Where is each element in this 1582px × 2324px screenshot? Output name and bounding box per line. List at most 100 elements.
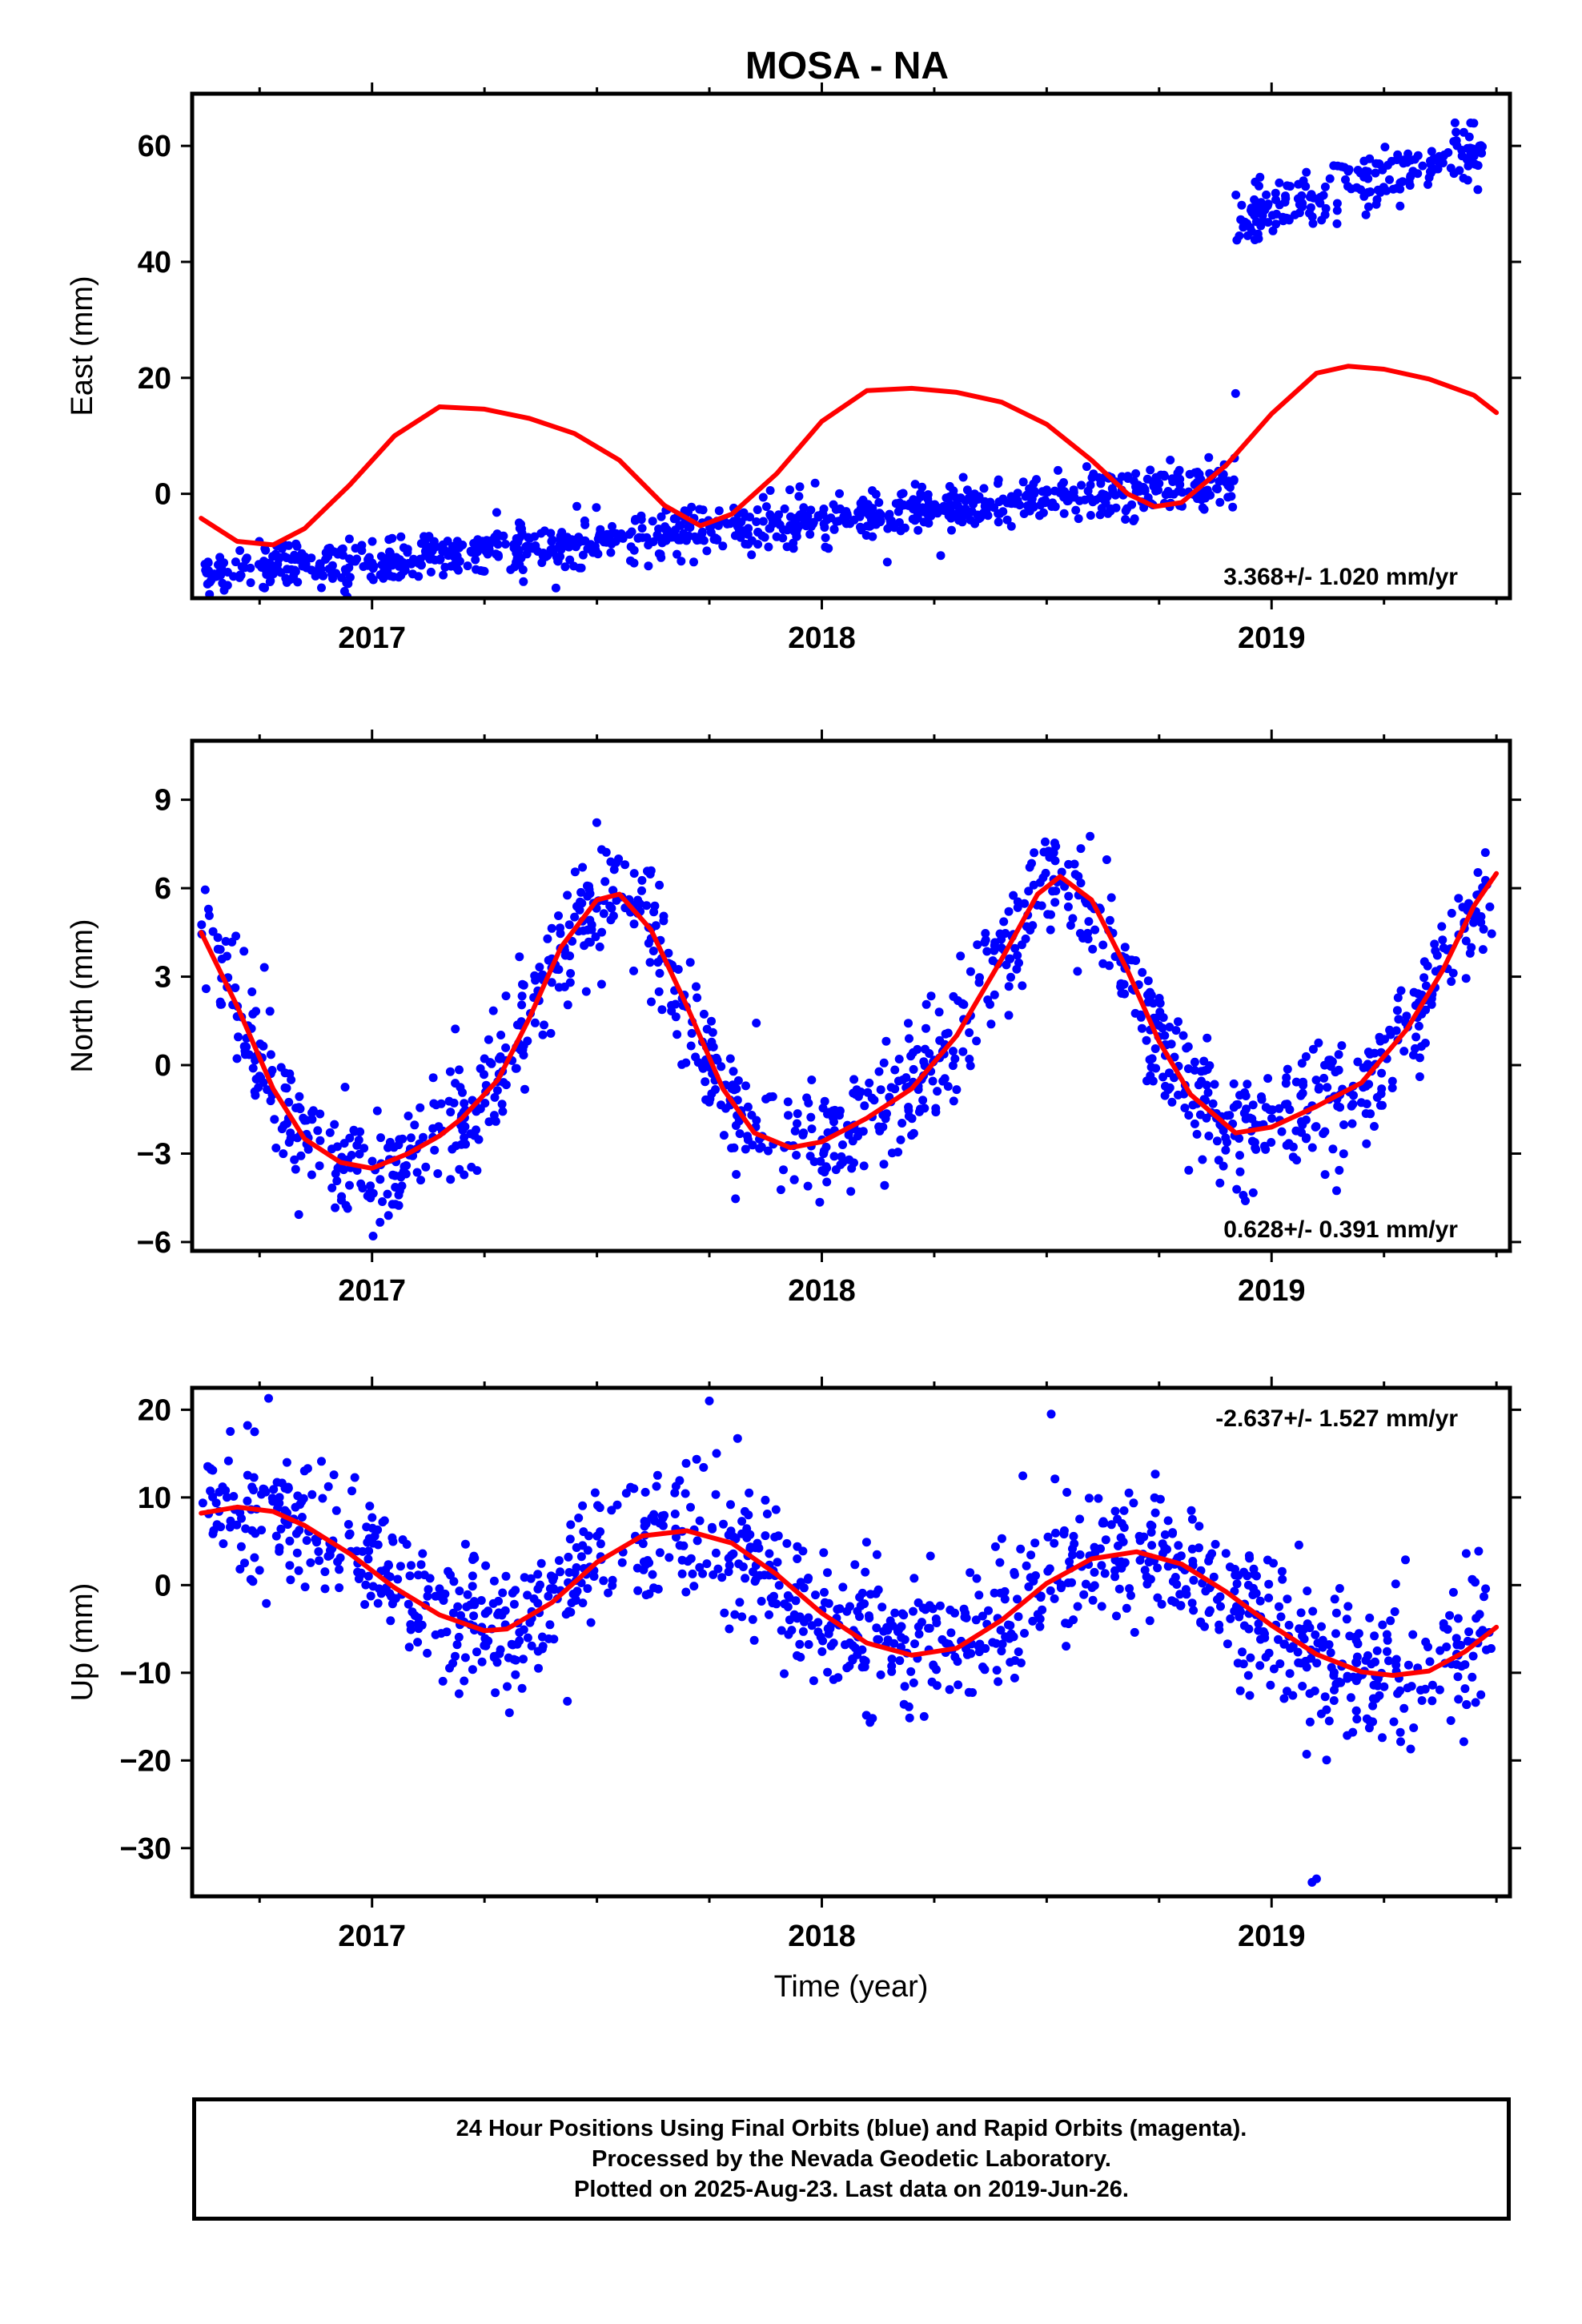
up-data-point <box>816 1632 825 1642</box>
east-data-point <box>885 509 894 519</box>
east-data-point <box>888 519 897 529</box>
up-data-point <box>1335 1584 1344 1593</box>
up-data-point <box>1187 1598 1197 1608</box>
up-data-point <box>1084 1494 1094 1503</box>
east-data-point <box>359 562 368 571</box>
up-data-point <box>504 1653 513 1663</box>
up-data-point <box>1331 1679 1341 1689</box>
north-data-point <box>204 911 214 920</box>
north-data-point <box>815 1197 825 1207</box>
north-data-point <box>909 1128 918 1138</box>
north-data-point <box>1335 1103 1345 1112</box>
north-data-point <box>904 1106 913 1116</box>
chart-title: MOSA - NA <box>745 45 949 87</box>
east-data-point <box>1110 490 1120 500</box>
up-data-point <box>1157 1599 1166 1609</box>
east-data-point <box>753 505 762 514</box>
north-data-point <box>1298 1088 1307 1098</box>
up-data-point <box>648 1570 657 1579</box>
up-data-point <box>1070 1539 1079 1549</box>
north-data-point <box>1210 1080 1219 1089</box>
up-data-point <box>1269 1664 1279 1674</box>
north-data-point <box>1297 1059 1307 1068</box>
up-data-point <box>416 1560 426 1570</box>
east-data-point <box>799 503 809 513</box>
north-data-point <box>897 1119 907 1128</box>
up-data-point <box>1062 1488 1072 1497</box>
up-data-point <box>462 1602 472 1611</box>
north-data-point <box>659 916 669 926</box>
north-data-point <box>1075 929 1085 938</box>
east-data-point <box>420 532 428 541</box>
north-data-point <box>259 963 269 972</box>
footer-line-2: Processed by the Nevada Geodetic Laborat… <box>592 2146 1111 2172</box>
up-data-point <box>405 1571 415 1581</box>
north-data-point <box>345 1180 354 1190</box>
up-data-point <box>593 1501 602 1510</box>
up-data-point <box>1209 1572 1219 1582</box>
east-data-point <box>463 561 472 571</box>
up-data-point <box>1020 1629 1029 1638</box>
north-data-point <box>743 1102 753 1112</box>
north-data-point <box>1339 1149 1348 1159</box>
east-data-point <box>1154 485 1163 495</box>
up-data-point <box>990 1542 1000 1551</box>
east-data-point <box>1477 148 1487 158</box>
north-data-point <box>1184 1111 1194 1120</box>
plot-area-north <box>197 818 1500 1240</box>
north-data-point <box>1010 943 1020 953</box>
north-data-point <box>999 917 1009 927</box>
east-data-point <box>343 579 353 589</box>
up-data-point <box>861 1567 870 1577</box>
north-data-point <box>1232 1184 1242 1194</box>
east-data-point <box>1352 183 1362 192</box>
north-data-point <box>875 1126 885 1136</box>
north-data-point <box>1006 972 1015 982</box>
up-data-point <box>1231 1570 1240 1580</box>
north-data-point <box>1248 1188 1258 1197</box>
north-data-point <box>851 1090 861 1100</box>
north-data-point <box>928 1076 938 1086</box>
east-data-point <box>1050 502 1060 512</box>
up-data-point <box>1368 1701 1378 1711</box>
up-data-point <box>480 1641 489 1651</box>
east-data-point <box>1159 470 1169 480</box>
east-data-point <box>606 548 616 557</box>
up-data-point <box>219 1539 228 1549</box>
north-data-point <box>685 958 695 967</box>
north-data-point <box>1439 943 1448 953</box>
up-data-point <box>586 1618 596 1627</box>
north-data-point <box>585 889 595 899</box>
east-data-point <box>1402 158 1411 167</box>
north-data-point <box>793 1109 802 1119</box>
up-data-point <box>1235 1686 1245 1695</box>
north-data-point <box>576 887 586 897</box>
north-data-point <box>597 927 607 937</box>
up-data-point <box>599 1576 608 1586</box>
north-data-point <box>1142 1076 1151 1086</box>
east-data-point <box>824 544 833 553</box>
up-data-point <box>604 1588 613 1598</box>
up-data-point <box>877 1602 887 1612</box>
east-data-point <box>1464 132 1474 142</box>
up-data-point <box>1114 1558 1124 1568</box>
north-data-point <box>474 1135 484 1144</box>
up-data-point <box>1379 1682 1389 1691</box>
up-data-point <box>1090 1581 1099 1590</box>
north-data-point <box>294 1210 303 1220</box>
up-data-point <box>842 1606 852 1616</box>
north-data-point <box>642 901 652 911</box>
east-data-point <box>416 560 426 569</box>
east-data-point <box>1325 174 1335 183</box>
up-data-point <box>1312 1659 1322 1668</box>
up-data-point <box>1079 1590 1089 1599</box>
east-data-point <box>1240 217 1250 227</box>
north-data-point <box>375 1217 385 1227</box>
up-data-point <box>780 1669 789 1679</box>
north-data-point <box>282 1084 291 1093</box>
east-data-point <box>557 528 567 537</box>
east-data-point <box>1131 468 1141 478</box>
north-data-point <box>934 1007 944 1017</box>
up-data-point <box>992 1666 1002 1675</box>
east-data-point <box>1308 219 1318 228</box>
